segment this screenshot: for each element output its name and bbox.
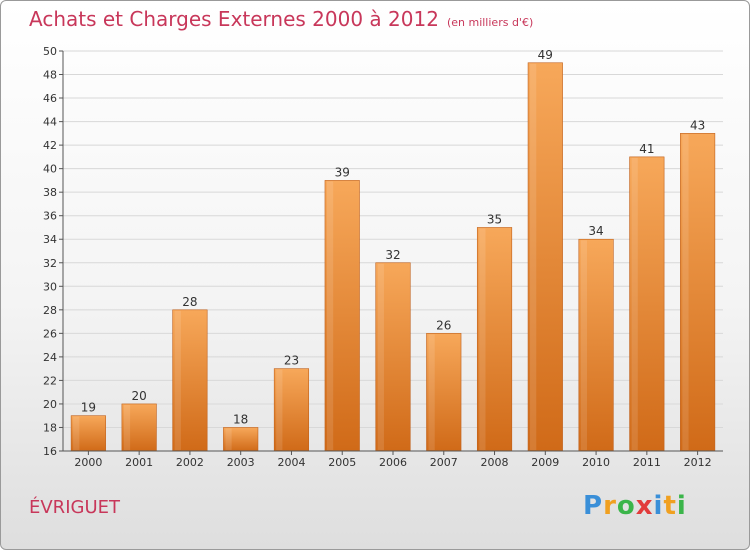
labels: 16 18 20 22 24 26 28 30 32 34 36 38 40 42 44 46 48 50 19 20…: [43, 45, 712, 469]
data-label: 43: [690, 118, 705, 132]
chart-title-main: Achats et Charges Externes 2000 à 2012: [29, 7, 439, 31]
bar-2002: [172, 309, 208, 452]
y-tick-label: 48: [43, 69, 57, 82]
x-tick-label: 2009: [531, 456, 559, 469]
commune-name: ÉVRIGUET: [29, 497, 120, 518]
data-label: 49: [538, 48, 553, 62]
data-label: 20: [132, 389, 147, 403]
bar-2005: [324, 180, 360, 452]
bar-highlight: [276, 369, 283, 450]
bar-2000: [70, 415, 106, 452]
data-label: 39: [335, 165, 350, 179]
bar-2010: [578, 238, 614, 452]
logo-letter: o: [616, 491, 636, 521]
x-tick-label: 2012: [684, 456, 712, 469]
data-label: 41: [639, 142, 654, 156]
y-tick-label: 28: [43, 304, 57, 317]
bar-highlight: [225, 428, 232, 450]
bar-highlight: [682, 134, 689, 450]
logo-letter: i: [676, 491, 687, 521]
y-tick-label: 44: [43, 116, 57, 129]
bar-highlight: [530, 63, 537, 450]
x-tick-label: 2005: [328, 456, 356, 469]
x-tick-label: 2003: [227, 456, 255, 469]
logo-letter: P: [583, 491, 604, 521]
bar-highlight: [326, 181, 334, 451]
bar-highlight: [123, 404, 131, 450]
y-tick-label: 34: [43, 233, 57, 246]
bar-highlight: [428, 334, 435, 450]
y-tick-label: 20: [43, 398, 57, 411]
y-tick-label: 24: [43, 351, 57, 364]
x-tick-label: 2004: [277, 456, 305, 469]
y-tick-label: 38: [43, 186, 57, 199]
x-tick-label: 2006: [379, 456, 407, 469]
bar-2006: [375, 262, 411, 452]
logo-letter: t: [663, 491, 677, 521]
bar-highlight: [631, 157, 638, 450]
y-tick-label: 42: [43, 139, 57, 152]
bar-highlight: [479, 228, 486, 450]
y-tick-label: 36: [43, 210, 57, 223]
x-tick-label: 2001: [125, 456, 153, 469]
data-label: 18: [233, 412, 248, 426]
data-label: 28: [182, 295, 197, 309]
x-tick-label: 2000: [74, 456, 102, 469]
data-label: 26: [436, 318, 451, 332]
chart-title: Achats et Charges Externes 2000 à 2012 (e…: [29, 7, 533, 31]
x-tick-label: 2007: [430, 456, 458, 469]
bar-highlight: [174, 310, 181, 450]
data-label: 19: [81, 401, 96, 415]
logo-letter: r: [603, 491, 617, 521]
y-tick-label: 16: [43, 445, 57, 458]
data-label: 32: [385, 248, 400, 262]
bar-highlight: [377, 263, 384, 450]
y-tick-label: 18: [43, 421, 57, 434]
bar-2004: [273, 368, 310, 452]
y-tick-label: 22: [43, 374, 57, 387]
y-tick-label: 30: [43, 280, 57, 293]
bar-2008: [476, 227, 513, 452]
logo-letter: x: [635, 491, 654, 521]
bar-2001: [121, 403, 157, 452]
bar-highlight: [580, 240, 588, 450]
x-tick-label: 2011: [633, 456, 661, 469]
x-tick-label: 2008: [481, 456, 509, 469]
bar-2009: [527, 62, 563, 452]
y-tick-label: 26: [43, 327, 57, 340]
y-tick-label: 46: [43, 92, 57, 105]
chart-title-unit: (en milliers d'€): [446, 16, 534, 29]
y-tick-label: 32: [43, 257, 57, 270]
data-label: 35: [487, 212, 502, 226]
bar-2007: [426, 333, 462, 452]
data-label: 34: [588, 224, 603, 238]
x-tick-label: 2010: [582, 456, 610, 469]
logo-letter: i: [653, 491, 664, 521]
axes: [59, 50, 723, 455]
x-tick-label: 2002: [176, 456, 204, 469]
bars: [70, 62, 716, 452]
y-tick-label: 50: [43, 45, 57, 58]
bar-2012: [680, 133, 716, 452]
bar-highlight: [73, 416, 80, 450]
data-label: 23: [284, 354, 299, 368]
y-tick-label: 40: [43, 163, 57, 176]
proxiti-logo: Proxiti: [583, 491, 687, 521]
